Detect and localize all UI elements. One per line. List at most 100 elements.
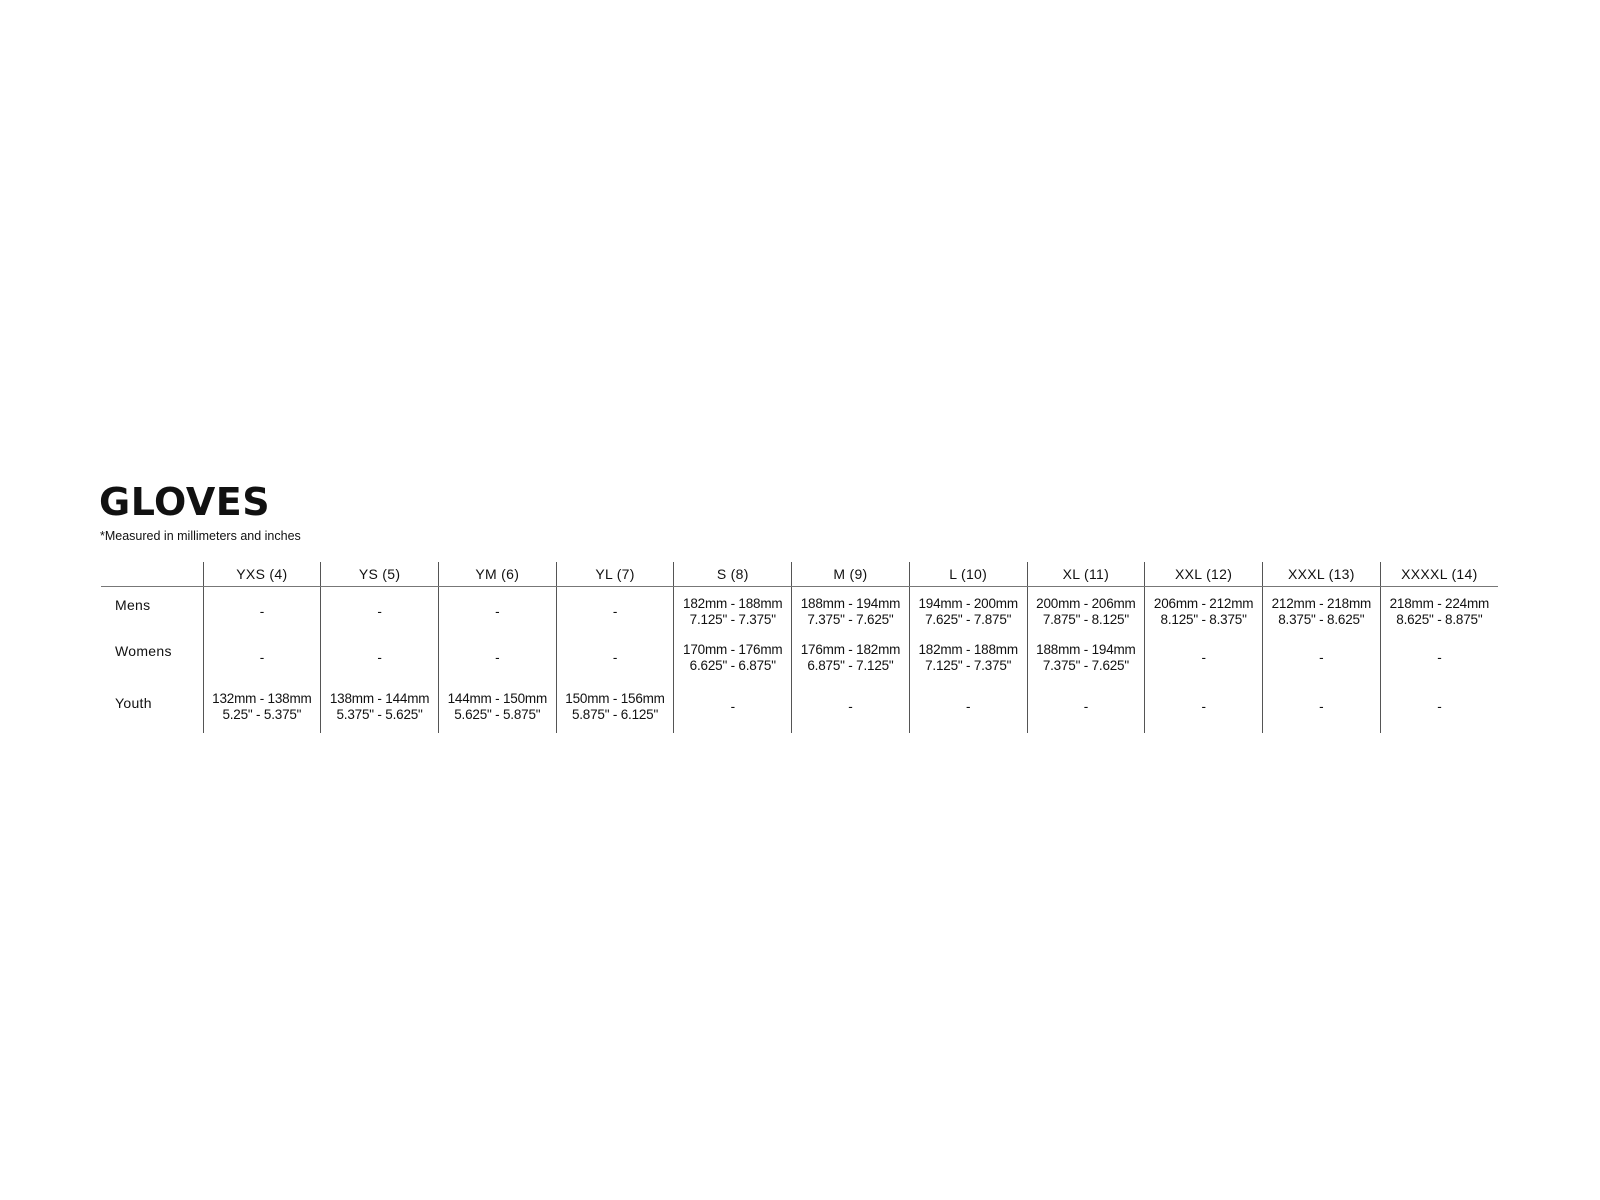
glove-size-table: YXS (4) YS (5) YM (6) YL (7) S (8) M (9) L (10… — [101, 562, 1498, 733]
empty-dash: - — [848, 699, 853, 714]
size-cell: - — [908, 681, 1028, 733]
empty-dash: - — [612, 650, 618, 665]
mm-range: 182mm - 188mm — [918, 642, 1018, 657]
size-cell: - — [437, 586, 557, 635]
size-cell: 206mm - 212mm 8.125" - 8.375" — [1144, 586, 1263, 635]
empty-dash: - — [1201, 699, 1206, 714]
mm-range: 200mm - 206mm — [1036, 596, 1136, 611]
size-cell: 138mm - 144mm 5.375" - 5.625" — [320, 681, 439, 733]
empty-dash: - — [1319, 650, 1324, 665]
column-header: XXXL (13) — [1261, 562, 1381, 587]
mm-range: 150mm - 156mm — [565, 691, 665, 706]
empty-dash: - — [259, 604, 264, 619]
size-cell: - — [320, 635, 439, 681]
empty-dash: - — [1201, 650, 1206, 665]
size-cell: 194mm - 200mm 7.625" - 7.875" — [908, 586, 1028, 635]
mm-range: 188mm - 194mm — [800, 596, 901, 611]
size-cell: 182mm - 188mm 7.125" - 7.375" — [908, 635, 1028, 681]
size-cell: 188mm - 194mm 7.375" - 7.625" — [1026, 635, 1145, 681]
size-cell: 144mm - 150mm 5.625" - 5.875" — [437, 681, 557, 733]
column-header: YXS (4) — [202, 562, 321, 587]
size-cell: - — [202, 635, 321, 681]
mm-range: 176mm - 182mm — [800, 642, 901, 657]
empty-dash: - — [377, 604, 382, 619]
size-cell: - — [1379, 681, 1498, 733]
inch-range: 7.125" - 7.375" — [689, 612, 776, 627]
size-cell: - — [202, 586, 321, 635]
inch-range: 5.625" - 5.875" — [454, 707, 541, 722]
size-cell: - — [555, 586, 674, 635]
inch-range: 7.625" - 7.875" — [925, 612, 1012, 627]
size-cell: - — [320, 586, 439, 635]
column-header: YM (6) — [437, 562, 557, 587]
size-cell: 218mm - 224mm 8.625" - 8.875" — [1379, 586, 1498, 635]
column-header: XL (11) — [1026, 562, 1145, 587]
empty-dash: - — [612, 604, 618, 619]
size-cell: 182mm - 188mm 7.125" - 7.375" — [673, 586, 792, 635]
inch-range: 8.375" - 8.625" — [1278, 612, 1365, 627]
column-header: XXL (12) — [1144, 562, 1263, 587]
inch-range: 5.875" - 6.125" — [571, 707, 659, 722]
table-row: Womens - - - - 170mm - 176mm 6.625" - 6.875" 17… — [101, 635, 1498, 681]
inch-range: 7.875" - 8.125" — [1042, 612, 1129, 627]
size-cell: 132mm - 138mm 5.25" - 5.375" — [202, 681, 321, 733]
inch-range: 6.625" - 6.875" — [689, 658, 776, 673]
mm-range: 182mm - 188mm — [683, 596, 783, 611]
size-cell: - — [1379, 635, 1498, 681]
inch-range: 5.375" - 5.625" — [336, 707, 423, 722]
size-cell: 150mm - 156mm 5.875" - 6.125" — [555, 681, 674, 733]
mm-range: 188mm - 194mm — [1036, 642, 1136, 657]
empty-dash: - — [377, 650, 382, 665]
mm-range: 194mm - 200mm — [918, 596, 1018, 611]
size-cell: - — [1144, 681, 1263, 733]
size-cell: - — [1261, 635, 1381, 681]
measurement-note: *Measured in millimeters and inches — [100, 529, 301, 543]
inch-range: 8.125" - 8.375" — [1160, 612, 1247, 627]
empty-dash: - — [1437, 699, 1442, 714]
row-label: Womens — [115, 643, 172, 659]
column-header: YL (7) — [555, 562, 674, 587]
row-label: Mens — [115, 597, 151, 613]
empty-dash: - — [1437, 650, 1442, 665]
mm-range: 212mm - 218mm — [1271, 596, 1372, 611]
column-header: XXXXL (14) — [1379, 562, 1498, 587]
size-cell: - — [437, 635, 557, 681]
column-header: M (9) — [791, 562, 910, 587]
inch-range: 5.25" - 5.375" — [222, 707, 302, 722]
empty-dash: - — [259, 650, 264, 665]
column-header: S (8) — [673, 562, 792, 587]
corner-cell — [101, 562, 203, 587]
mm-range: 138mm - 144mm — [329, 691, 430, 706]
empty-dash: - — [966, 699, 971, 714]
size-cell: 212mm - 218mm 8.375" - 8.625" — [1261, 586, 1381, 635]
column-header: YS (5) — [320, 562, 439, 587]
inch-range: 7.375" - 7.625" — [807, 612, 894, 627]
page-title: GLOVES — [99, 480, 271, 524]
size-cell: 188mm - 194mm 7.375" - 7.625" — [791, 586, 910, 635]
mm-range: 206mm - 212mm — [1153, 596, 1254, 611]
table-row: Mens - - - -182mm - 188mm 7.125" - 7.375" 188m… — [101, 586, 1498, 635]
empty-dash: - — [730, 699, 735, 714]
size-cell: - — [1144, 635, 1263, 681]
row-label: Youth — [115, 695, 152, 711]
table-row: Youth 132mm - 138mm 5.25" - 5.375" 138mm - … — [101, 681, 1498, 733]
empty-dash: - — [1083, 699, 1089, 714]
empty-dash: - — [1319, 699, 1324, 714]
inch-range: 6.875" - 7.125" — [807, 658, 894, 673]
empty-dash: - — [495, 650, 500, 665]
size-cell: - — [1026, 681, 1145, 733]
inch-range: 7.375" - 7.625" — [1042, 658, 1129, 673]
size-cell: - — [555, 635, 674, 681]
mm-range: 144mm - 150mm — [447, 691, 548, 706]
column-header: L (10) — [908, 562, 1028, 587]
header-row: YXS (4) YS (5) YM (6) YL (7) S (8) M (9) L (10… — [101, 562, 1498, 587]
mm-range: 170mm - 176mm — [683, 642, 783, 657]
empty-dash: - — [495, 604, 500, 619]
size-cell: - — [1261, 681, 1381, 733]
size-cell: 200mm - 206mm 7.875" - 8.125" — [1026, 586, 1145, 635]
inch-range: 8.625" - 8.875" — [1396, 612, 1483, 627]
size-cell: - — [673, 681, 792, 733]
inch-range: 7.125" - 7.375" — [925, 658, 1012, 673]
mm-range: 132mm - 138mm — [212, 691, 312, 706]
size-cell: 176mm - 182mm 6.875" - 7.125" — [791, 635, 910, 681]
